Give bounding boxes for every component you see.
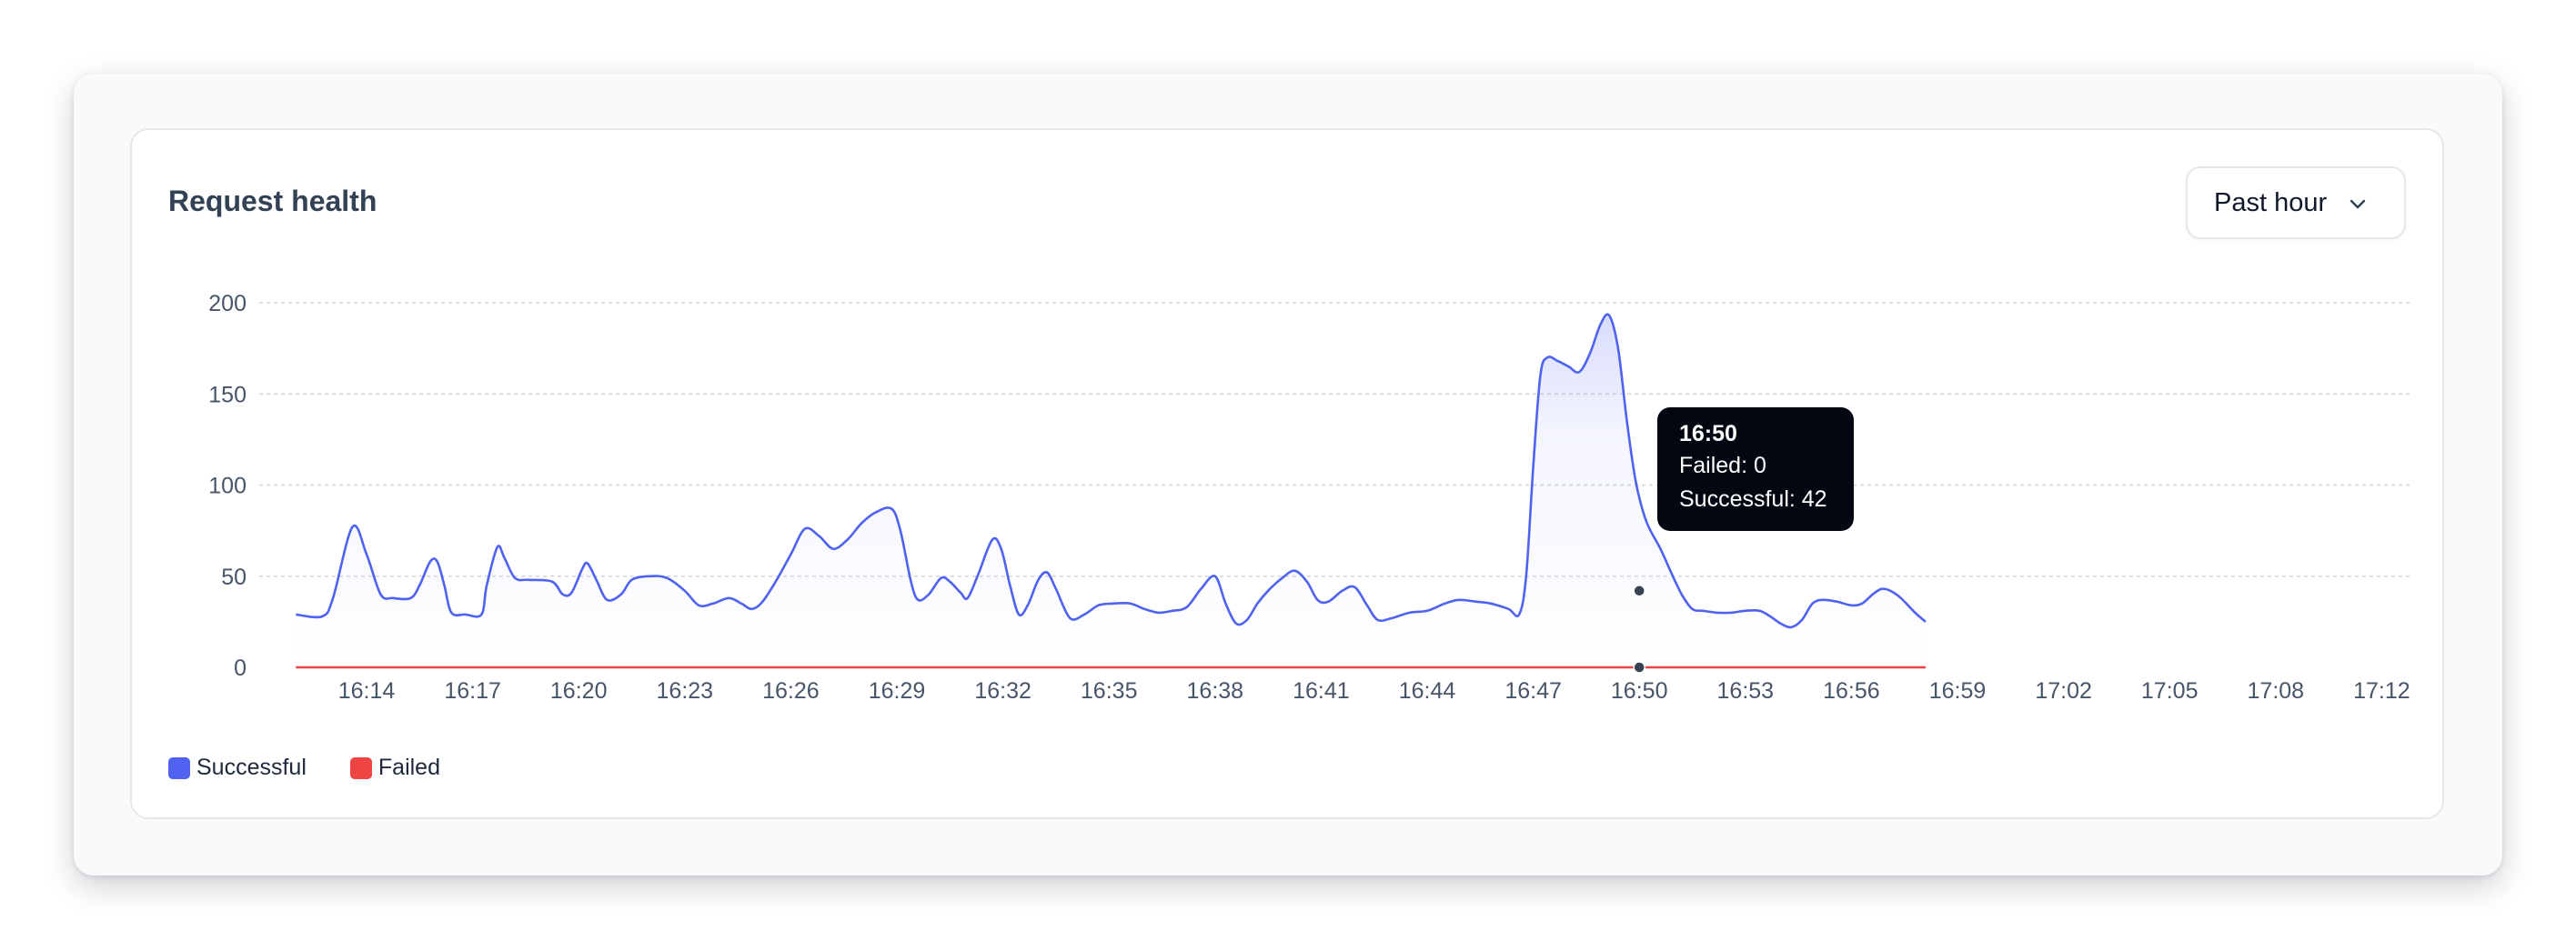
card-title: Request health <box>168 185 377 217</box>
x-tick-label: 16:29 <box>869 678 926 704</box>
legend-label-successful: Successful <box>196 755 307 780</box>
legend-label-failed: Failed <box>377 755 440 780</box>
hover-markers <box>1633 585 1645 674</box>
widget-frame: Request health Past hour 0 50 100 150 200 16… <box>74 74 2502 876</box>
tooltip-successful: Successful: 42 <box>1679 486 1827 512</box>
time-range-label: Past hour <box>2214 187 2328 217</box>
x-tick-label: 16:47 <box>1504 678 1562 704</box>
x-tick-label: 16:20 <box>550 678 608 704</box>
successful-line <box>296 313 1927 629</box>
hover-dot-failed <box>1633 661 1645 674</box>
chart-card: Request health Past hour 0 50 100 150 200 16… <box>130 128 2444 819</box>
series-layer <box>296 313 1927 669</box>
y-tick-label: 150 <box>208 382 247 407</box>
x-tick-label: 17:08 <box>2248 678 2305 704</box>
x-tick-label: 16:35 <box>1081 678 1138 704</box>
x-tick-label: 16:44 <box>1399 678 1456 704</box>
x-tick-label: 16:56 <box>1823 678 1880 704</box>
chevron-down-icon <box>2350 199 2366 209</box>
x-tick-label: 17:05 <box>2141 678 2199 704</box>
hover-dot-successful <box>1633 585 1645 597</box>
hover-tooltip: 16:50 Failed: 0 Successful: 42 <box>1657 407 1854 531</box>
legend-swatch-successful <box>168 756 190 779</box>
y-tick-label: 0 <box>234 656 247 681</box>
legend-item-failed[interactable]: Failed <box>349 755 440 781</box>
x-tick-label: 16:38 <box>1187 678 1244 704</box>
y-axis: 0 50 100 150 200 <box>208 291 247 681</box>
x-tick-label: 17:12 <box>2353 678 2410 704</box>
legend-item-successful[interactable]: Successful <box>168 755 307 781</box>
x-tick-label: 17:02 <box>2035 678 2092 704</box>
x-tick-label: 16:50 <box>1611 678 1668 704</box>
x-tick-label: 16:41 <box>1293 678 1350 704</box>
x-tick-label: 16:53 <box>1717 678 1775 704</box>
tooltip-failed: Failed: 0 <box>1679 453 1766 478</box>
x-axis: 16:14 16:17 16:20 16:23 16:26 16:29 16:32 16:35… <box>338 678 2410 704</box>
x-tick-label: 16:23 <box>657 678 714 704</box>
legend-swatch-failed <box>349 756 372 779</box>
tooltip-time: 16:50 <box>1679 421 1737 446</box>
x-tick-label: 16:32 <box>974 678 1031 704</box>
gridlines <box>259 302 2411 577</box>
x-tick-label: 16:26 <box>762 678 820 704</box>
y-tick-label: 50 <box>221 565 247 590</box>
y-tick-label: 200 <box>208 291 247 316</box>
time-range-select[interactable]: Past hour <box>2186 166 2406 239</box>
y-tick-label: 100 <box>208 474 247 499</box>
x-tick-label: 16:14 <box>338 678 396 704</box>
x-tick-label: 16:17 <box>444 678 501 704</box>
x-tick-label: 16:59 <box>1929 678 1987 704</box>
successful-area <box>296 314 1927 667</box>
chart-legend: Successful Failed <box>168 755 484 781</box>
